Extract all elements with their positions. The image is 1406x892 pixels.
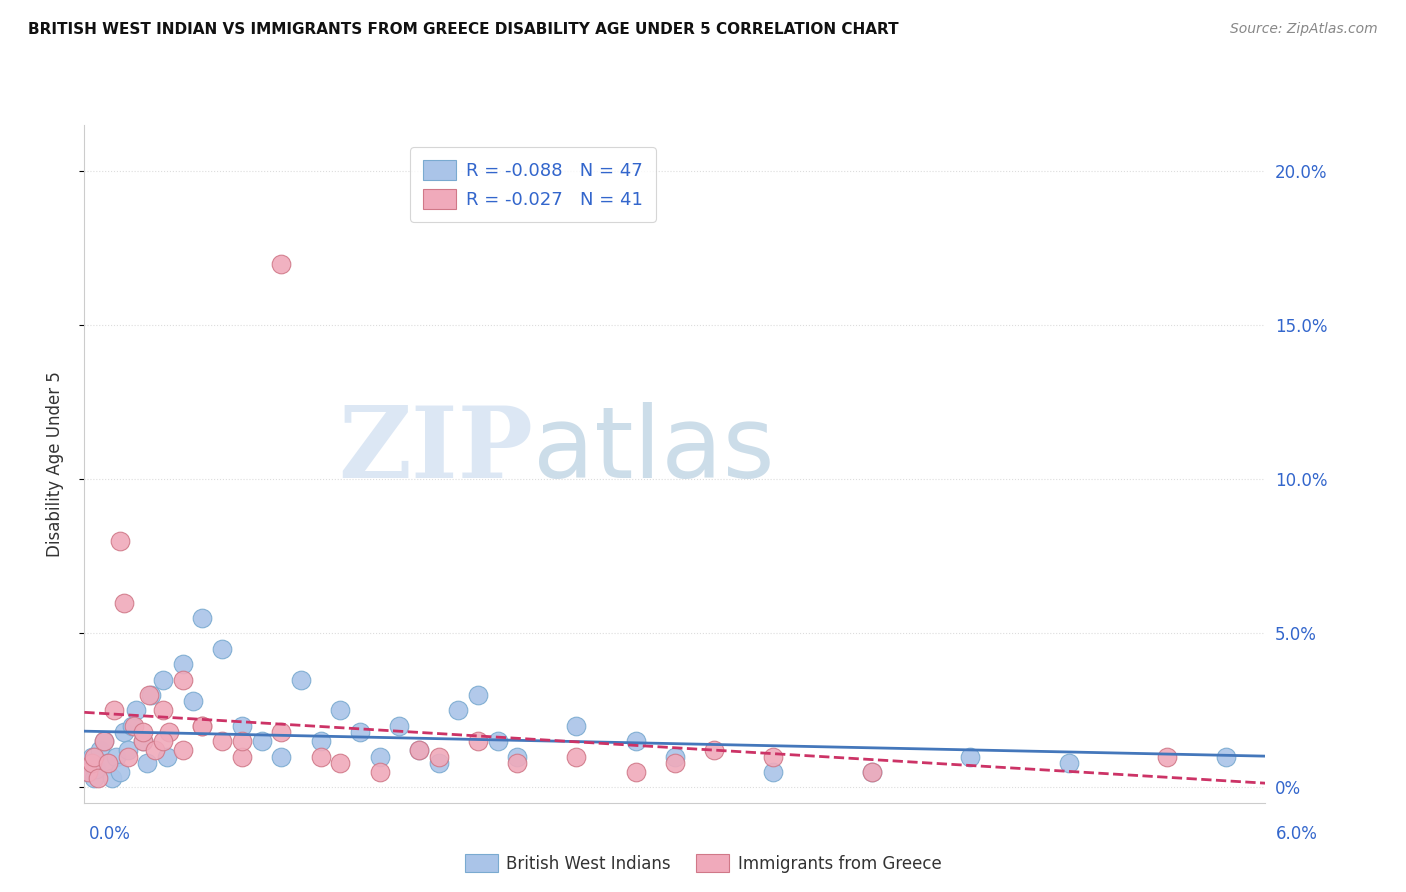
Point xyxy=(1057,756,1080,770)
Point xyxy=(270,256,292,270)
Point xyxy=(172,673,194,687)
Point xyxy=(104,749,127,764)
Point xyxy=(191,719,214,733)
Point xyxy=(447,703,470,717)
Point xyxy=(93,734,115,748)
Point xyxy=(77,764,100,779)
Point xyxy=(122,719,145,733)
Point xyxy=(112,595,135,609)
Point xyxy=(270,749,292,764)
Text: ZIP: ZIP xyxy=(339,401,533,499)
Point xyxy=(624,734,647,748)
Point xyxy=(143,743,166,757)
Point xyxy=(231,749,253,764)
Point xyxy=(270,725,292,739)
Point xyxy=(97,756,120,770)
Point xyxy=(211,734,233,748)
Legend: British West Indians, Immigrants from Greece: British West Indians, Immigrants from Gr… xyxy=(458,847,948,880)
Point xyxy=(486,734,509,748)
Point xyxy=(231,719,253,733)
Point xyxy=(132,734,155,748)
Point xyxy=(329,703,352,717)
Point xyxy=(703,743,725,757)
Point xyxy=(467,688,489,702)
Point xyxy=(108,533,131,548)
Text: atlas: atlas xyxy=(533,401,775,499)
Point xyxy=(112,725,135,739)
Point xyxy=(762,764,785,779)
Point xyxy=(290,673,312,687)
Point xyxy=(664,756,686,770)
Point xyxy=(959,749,981,764)
Legend: R = -0.088   N = 47, R = -0.027   N = 41: R = -0.088 N = 47, R = -0.027 N = 41 xyxy=(411,147,655,221)
Point xyxy=(132,725,155,739)
Point xyxy=(388,719,411,733)
Point xyxy=(231,734,253,748)
Point xyxy=(329,756,352,770)
Point xyxy=(349,725,371,739)
Point xyxy=(108,764,131,779)
Point xyxy=(565,719,588,733)
Point xyxy=(309,734,332,748)
Point xyxy=(132,734,155,748)
Point xyxy=(191,719,214,733)
Point xyxy=(101,771,124,785)
Point xyxy=(172,657,194,672)
Point xyxy=(124,703,146,717)
Point xyxy=(87,771,110,785)
Text: Source: ZipAtlas.com: Source: ZipAtlas.com xyxy=(1230,22,1378,37)
Point xyxy=(79,756,101,770)
Point xyxy=(117,743,139,757)
Point xyxy=(506,756,529,770)
Point xyxy=(82,749,104,764)
Point xyxy=(181,694,204,708)
Point xyxy=(103,703,125,717)
Text: 0.0%: 0.0% xyxy=(89,825,131,843)
Point xyxy=(117,749,139,764)
Point xyxy=(309,749,332,764)
Point xyxy=(136,756,159,770)
Point xyxy=(624,764,647,779)
Point xyxy=(156,749,179,764)
Point xyxy=(89,743,111,757)
Point xyxy=(408,743,430,757)
Point xyxy=(408,743,430,757)
Point xyxy=(152,673,174,687)
Point xyxy=(141,688,163,702)
Point xyxy=(427,749,450,764)
Point xyxy=(467,734,489,748)
Point xyxy=(250,734,273,748)
Point xyxy=(762,749,785,764)
Point xyxy=(121,719,143,733)
Point xyxy=(860,764,883,779)
Y-axis label: Disability Age Under 5: Disability Age Under 5 xyxy=(45,371,63,557)
Point xyxy=(83,749,105,764)
Point xyxy=(138,688,160,702)
Point xyxy=(1215,749,1237,764)
Point xyxy=(211,641,233,656)
Point xyxy=(427,756,450,770)
Point xyxy=(565,749,588,764)
Point xyxy=(93,734,115,748)
Point xyxy=(172,743,194,757)
Point xyxy=(664,749,686,764)
Point xyxy=(860,764,883,779)
Point xyxy=(97,756,120,770)
Text: 6.0%: 6.0% xyxy=(1275,825,1317,843)
Point xyxy=(152,703,174,717)
Point xyxy=(368,764,391,779)
Point xyxy=(82,756,104,770)
Point xyxy=(157,725,180,739)
Point xyxy=(77,764,100,779)
Point xyxy=(84,762,107,776)
Text: BRITISH WEST INDIAN VS IMMIGRANTS FROM GREECE DISABILITY AGE UNDER 5 CORRELATION: BRITISH WEST INDIAN VS IMMIGRANTS FROM G… xyxy=(28,22,898,37)
Point xyxy=(368,749,391,764)
Point xyxy=(83,771,105,785)
Point xyxy=(506,749,529,764)
Point xyxy=(1156,749,1178,764)
Point xyxy=(191,611,214,625)
Point xyxy=(152,734,174,748)
